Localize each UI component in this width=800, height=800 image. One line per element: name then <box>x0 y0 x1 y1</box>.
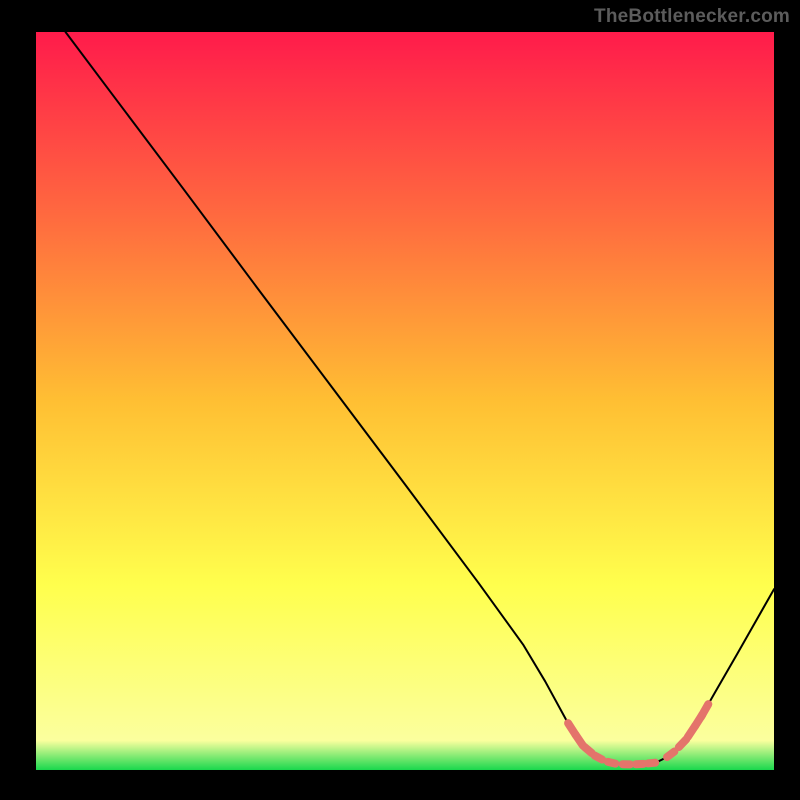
valley-marker <box>584 747 591 753</box>
watermark-text: TheBottlenecker.com <box>594 6 790 28</box>
valley-marker <box>595 756 602 760</box>
valley-marker <box>667 752 674 758</box>
plot-area <box>36 32 774 770</box>
watermark-label: TheBottlenecker.com <box>594 6 790 27</box>
valley-marker <box>648 763 655 764</box>
valley-marker <box>608 762 615 764</box>
figure-container: TheBottlenecker.com <box>0 0 800 800</box>
valley-marker <box>701 704 708 717</box>
valley-marker <box>679 739 686 747</box>
bottleneck-curve <box>66 32 774 764</box>
chart-svg <box>36 32 774 770</box>
